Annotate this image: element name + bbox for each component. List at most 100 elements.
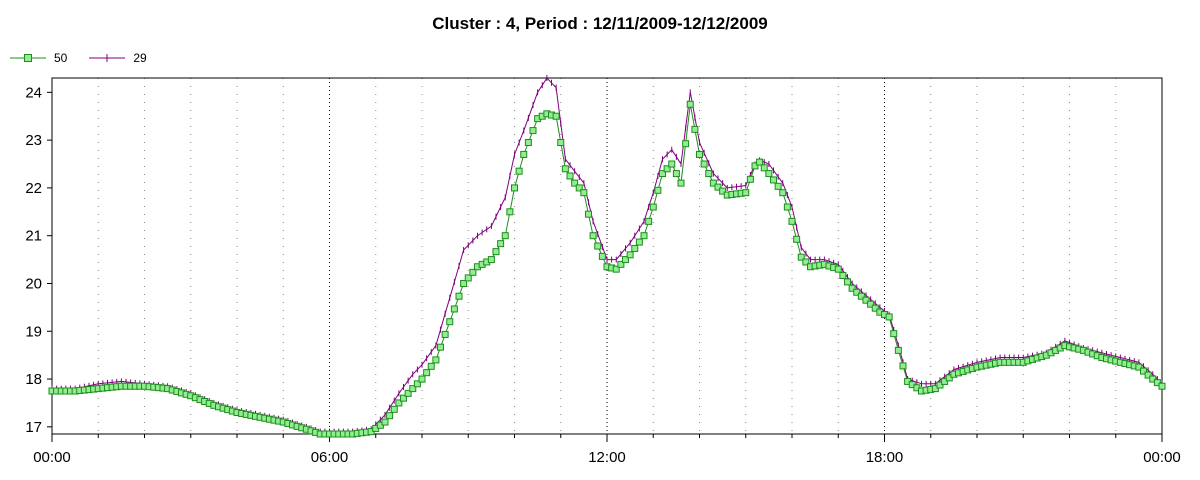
data-point-square (714, 183, 722, 191)
data-point-square (455, 292, 463, 300)
data-point-square (575, 184, 583, 192)
data-point-square (802, 258, 810, 266)
data-point-square (487, 256, 495, 264)
data-point-square (395, 399, 403, 407)
data-point-square (552, 112, 560, 120)
y-tick-label: 24 (25, 84, 42, 101)
data-point-square (945, 374, 953, 382)
data-point-square (659, 170, 666, 178)
data-point-square (640, 232, 648, 240)
data-point-square (571, 179, 579, 187)
data-point-square (788, 217, 796, 225)
data-point-square (871, 304, 879, 312)
x-tick-label: 00:00 (33, 449, 71, 466)
data-point-square (941, 377, 949, 385)
data-point-square (423, 369, 431, 377)
data-point-square (446, 318, 454, 326)
legend-label-series-50: 50 (54, 51, 68, 65)
data-point-square (404, 389, 412, 397)
data-point-square (585, 210, 592, 218)
data-point-square (797, 253, 805, 261)
data-point-square (617, 260, 625, 268)
data-point-square (779, 189, 787, 197)
data-point-square (894, 346, 902, 354)
data-point-square (705, 170, 713, 178)
data-point-square (774, 182, 782, 190)
data-point-square (622, 256, 629, 264)
x-tick-label: 00:00 (1143, 449, 1181, 466)
x-tick-label: 06:00 (311, 449, 349, 466)
data-point-square (709, 179, 717, 187)
y-tick-label: 22 (25, 180, 42, 197)
data-point-square (529, 127, 537, 135)
data-point-square (409, 385, 417, 393)
legend: 50 29 (10, 50, 169, 66)
data-point-square (506, 208, 514, 216)
data-point-square (501, 232, 509, 240)
data-point-square (1135, 363, 1143, 371)
data-point-square (390, 405, 398, 413)
data-point-square (931, 385, 939, 393)
data-point-square (890, 330, 898, 338)
data-point-square (626, 251, 634, 259)
axes: 00:00 06:00 12:00 18:00 00:00 17 18 19 20 21 22 23 2… (25, 84, 1180, 466)
data-point-square (460, 279, 468, 287)
data-point-square (672, 170, 680, 178)
data-point-square (492, 248, 500, 256)
data-point-square (751, 162, 759, 170)
series-50 (48, 100, 1166, 438)
data-point-square (386, 412, 394, 420)
data-point-square (700, 160, 708, 168)
data-point-square (885, 313, 893, 321)
data-point-square (668, 160, 676, 168)
y-tick-label: 17 (25, 419, 42, 436)
data-point-square (746, 175, 754, 183)
data-point-square (450, 305, 458, 313)
data-point-square (742, 189, 750, 197)
data-point-square (765, 170, 773, 178)
data-point-square (1144, 371, 1152, 379)
data-point-square (682, 140, 690, 148)
data-point-square (936, 381, 944, 389)
data-point-square (677, 179, 685, 187)
data-point-square (589, 232, 597, 240)
data-point-square (862, 296, 870, 304)
legend-item-series-50: 50 (10, 51, 67, 65)
data-point-square (719, 187, 727, 195)
y-tick-label: 20 (25, 275, 42, 292)
data-point-square (598, 252, 606, 260)
data-point-square (756, 158, 764, 166)
data-point-square (839, 272, 847, 280)
data-point-square (631, 244, 639, 252)
data-point-square (520, 150, 528, 158)
data-point-square (1149, 375, 1157, 383)
data-point-square (645, 217, 653, 225)
data-point-square (413, 380, 421, 388)
data-point-square (469, 268, 477, 276)
data-point-square (649, 203, 657, 211)
legend-swatch-cross-icon (89, 54, 126, 62)
x-tick-label: 18:00 (866, 449, 904, 466)
data-point-square (635, 238, 643, 246)
data-point-square (566, 172, 574, 180)
data-point-square (770, 176, 777, 184)
legend-swatch-square-icon (10, 54, 46, 62)
plot-area (51, 77, 1163, 435)
data-point-square (760, 164, 768, 172)
series-group (48, 75, 1166, 438)
data-point-square (427, 362, 435, 370)
data-point-square (515, 167, 523, 175)
data-point-square (437, 343, 444, 351)
data-point-square (464, 274, 472, 282)
data-point-square (432, 356, 440, 364)
y-tick-label: 23 (25, 132, 42, 149)
data-point-square (696, 150, 703, 158)
y-tick-label: 18 (25, 371, 42, 388)
data-point-square (594, 242, 602, 250)
data-point-square (561, 165, 569, 173)
data-point-square (686, 100, 694, 108)
y-tick-label: 19 (25, 323, 42, 340)
data-point-square (867, 300, 875, 308)
data-point-square (511, 184, 518, 192)
